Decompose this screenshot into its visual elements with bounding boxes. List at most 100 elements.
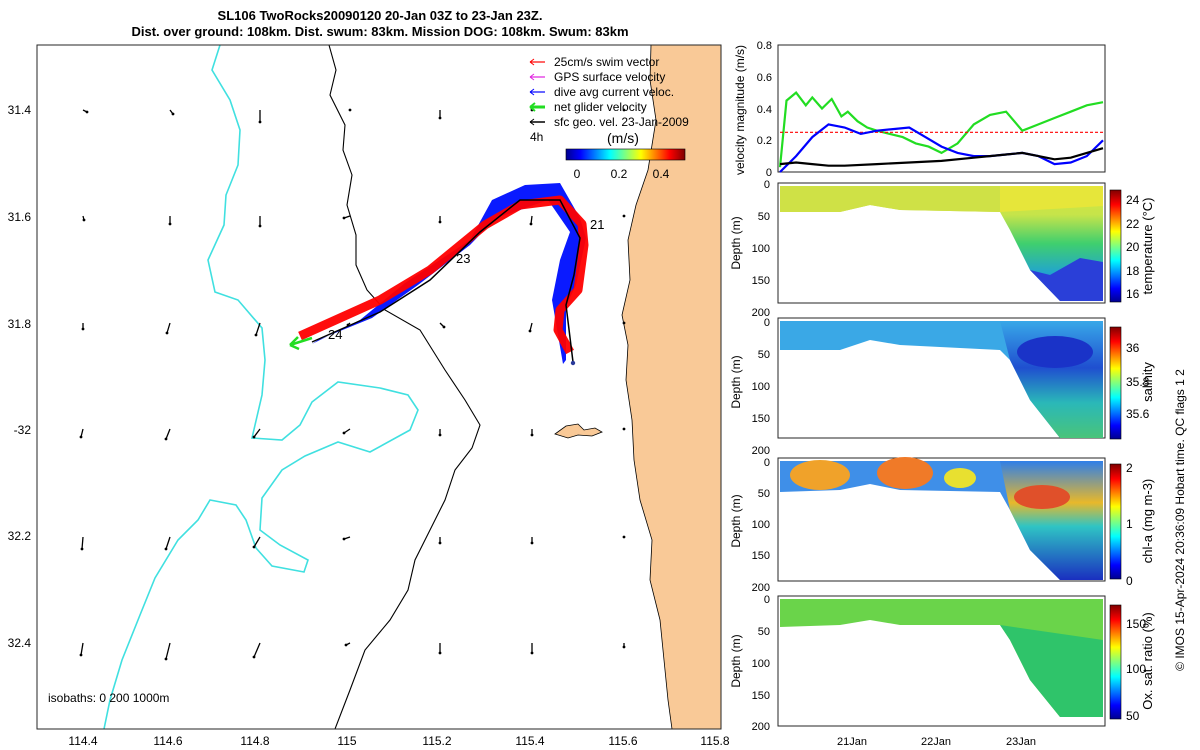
vel-ylabel: velocity magnitude (m/s): [733, 45, 747, 175]
x-tick-115.2: 115.2: [422, 734, 451, 748]
svg-text:Depth (m): Depth (m): [729, 494, 743, 547]
figure-title-line-2: Dist. over ground: 108km. Dist. swum: 83…: [131, 24, 629, 39]
svg-text:salinity: salinity: [1140, 362, 1155, 402]
day-label-24: 24: [328, 327, 342, 342]
map-panel: 21 23 24 25cm/s swim vector GPS surface …: [8, 44, 730, 748]
vel-ytick-0: 0: [766, 167, 772, 179]
geo-arrow-head: [258, 224, 262, 228]
geo-arrow: [165, 536, 171, 550]
x-tick-114.8: 114.8: [240, 734, 269, 748]
land-mass: [622, 45, 721, 729]
vel-ytick-4: 0.8: [757, 40, 772, 52]
geo-velocity-arrows: [79, 108, 626, 661]
rottnest-island: [554, 423, 603, 439]
svg-text:2: 2: [1126, 461, 1133, 475]
svg-text:16: 16: [1126, 287, 1140, 301]
svg-text:Ox. sat. ratio (%): Ox. sat. ratio (%): [1140, 612, 1155, 710]
chlorophyll-panel: [777, 457, 1122, 582]
y-tick-32.2: 32.2: [8, 529, 32, 543]
svg-text:0: 0: [764, 179, 770, 191]
velocity-lines: [778, 91, 1104, 173]
velocity-panel: 0 0.2 0.4 0.6 0.8 velocity magnitude (m/…: [733, 40, 1106, 179]
geo-arrow-head: [622, 535, 626, 539]
geo-arrow-head: [164, 437, 168, 441]
legend-gps-velocity: GPS surface velocity: [529, 70, 665, 84]
geo-arrow: [253, 536, 261, 548]
coastline: [621, 45, 673, 729]
geo-arrow-head: [622, 427, 626, 431]
geo-arrow-head: [438, 541, 442, 545]
svg-text:25cm/s swim vector: 25cm/s swim vector: [554, 55, 659, 69]
svg-text:200: 200: [752, 721, 770, 733]
x-tick-114.6: 114.6: [153, 734, 182, 748]
svg-text:36: 36: [1126, 341, 1140, 355]
svg-text:22Jan: 22Jan: [921, 736, 951, 748]
geo-arrow-head: [342, 431, 346, 435]
geo-arrow-head: [530, 651, 534, 655]
svg-text:100: 100: [752, 519, 770, 531]
section-depth-labels: Depth (m) Depth (m) Depth (m) Depth (m): [729, 216, 743, 687]
geo-arrow: [165, 428, 171, 440]
geo-arrow-head: [529, 222, 533, 226]
svg-text:dive avg current veloc.: dive avg current veloc.: [554, 85, 674, 99]
net-glider-velocity-arrow: [289, 336, 313, 351]
map-x-axis: 114.4 114.6 114.8 115 115.2 115.4 115.6 …: [68, 734, 729, 748]
svg-text:50: 50: [1126, 709, 1140, 723]
svg-text:150: 150: [752, 690, 770, 702]
vel-ytick-3: 0.6: [757, 72, 772, 84]
isobath-200m: [328, 45, 481, 729]
svg-text:20: 20: [1126, 240, 1140, 254]
svg-text:35.6: 35.6: [1126, 407, 1150, 421]
svg-text:chl-a (mg m-3): chl-a (mg m-3): [1140, 479, 1155, 564]
geo-arrow-head: [438, 220, 442, 224]
geo-arrow-head: [80, 547, 84, 551]
svg-text:100: 100: [1126, 662, 1146, 676]
glider-track: 21 23 24: [289, 183, 604, 366]
legend-4h: 4h: [530, 130, 543, 144]
svg-text:200: 200: [752, 445, 770, 457]
glider-end-marker: [570, 360, 576, 366]
svg-text:150: 150: [1126, 617, 1146, 631]
svg-text:1: 1: [1126, 517, 1133, 531]
day-label-23: 23: [456, 251, 470, 266]
geo-arrow-head: [622, 645, 626, 649]
velocity-y-axis: 0 0.2 0.4 0.6 0.8: [757, 40, 772, 179]
geo-arrow-head: [530, 541, 534, 545]
geo-arrow-head: [622, 214, 626, 218]
x-tick-114.4: 114.4: [68, 734, 97, 748]
day-label-21: 21: [590, 217, 604, 232]
temperature-panel: [777, 182, 1122, 304]
imos-stamp: © IMOS 15-Apr-2024 20:36:09 Hobart time.…: [1173, 369, 1187, 671]
svg-text:24: 24: [1126, 193, 1140, 207]
svg-text:GPS surface velocity: GPS surface velocity: [554, 70, 665, 84]
figure-title-line-1: SL106 TwoRocks20090120 20-Jan 03Z to 23-…: [217, 8, 543, 23]
svg-text:net glider velocity: net glider velocity: [554, 100, 647, 114]
y-tick-32: -32: [14, 423, 32, 437]
svg-text:22: 22: [1126, 217, 1140, 231]
colorbar-unit-label: (m/s): [607, 130, 639, 146]
geo-arrow: [81, 536, 84, 550]
y-tick-31.8: 31.8: [8, 317, 32, 331]
swim-vector-band: [298, 195, 589, 355]
y-tick-31.6: 31.6: [8, 210, 32, 224]
geo-arrow-head: [164, 547, 168, 551]
svg-text:50: 50: [758, 349, 770, 361]
geo-arrow-head: [79, 653, 83, 657]
geo-arrow-head: [622, 108, 626, 112]
svg-text:100: 100: [752, 658, 770, 670]
svg-text:100: 100: [752, 381, 770, 393]
isobath-note: isobaths: 0 200 1000m: [48, 691, 169, 705]
geo-arrow-head: [622, 321, 626, 325]
velocity-series-3: [779, 147, 1104, 167]
geo-arrow: [253, 428, 261, 438]
velocity-series-0: [778, 91, 1104, 168]
svg-text:35.8: 35.8: [1126, 375, 1150, 389]
time-x-ticks: 21Jan 22Jan 23Jan: [837, 736, 1036, 748]
svg-text:18: 18: [1126, 264, 1140, 278]
geo-arrow-head: [528, 329, 532, 333]
geo-arrow-head: [438, 116, 442, 120]
geo-arrow: [166, 322, 171, 334]
geo-arrow: [255, 322, 261, 336]
vel-ytick-2: 0.4: [757, 104, 772, 116]
geo-arrow-head: [438, 433, 442, 437]
